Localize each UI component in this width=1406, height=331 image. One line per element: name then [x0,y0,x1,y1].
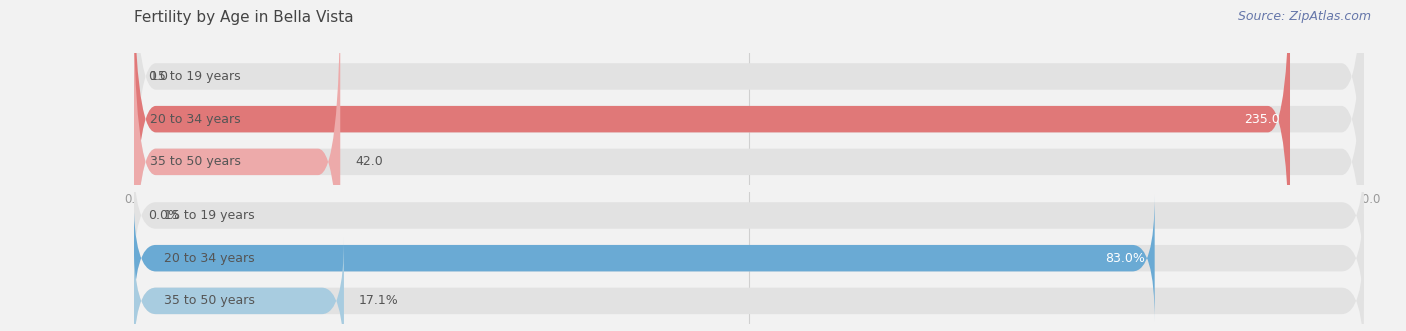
Text: 0.0: 0.0 [149,70,169,83]
FancyBboxPatch shape [134,0,1364,298]
Text: 15 to 19 years: 15 to 19 years [149,70,240,83]
Text: 15 to 19 years: 15 to 19 years [165,209,254,222]
FancyBboxPatch shape [134,0,1364,256]
FancyBboxPatch shape [134,0,1291,298]
FancyBboxPatch shape [134,237,344,331]
Text: 235.0: 235.0 [1244,113,1281,126]
Text: Source: ZipAtlas.com: Source: ZipAtlas.com [1237,10,1371,23]
Text: Fertility by Age in Bella Vista: Fertility by Age in Bella Vista [134,10,353,25]
FancyBboxPatch shape [134,237,1364,331]
FancyBboxPatch shape [134,152,1364,279]
Text: 20 to 34 years: 20 to 34 years [149,113,240,126]
Text: 17.1%: 17.1% [359,294,398,307]
Text: 35 to 50 years: 35 to 50 years [149,155,240,168]
Text: 35 to 50 years: 35 to 50 years [165,294,256,307]
FancyBboxPatch shape [134,0,340,331]
FancyBboxPatch shape [134,0,1364,331]
Text: 42.0: 42.0 [354,155,382,168]
FancyBboxPatch shape [134,195,1364,322]
FancyBboxPatch shape [134,195,1154,322]
Text: 83.0%: 83.0% [1105,252,1144,265]
Text: 0.0%: 0.0% [149,209,180,222]
Text: 20 to 34 years: 20 to 34 years [165,252,254,265]
